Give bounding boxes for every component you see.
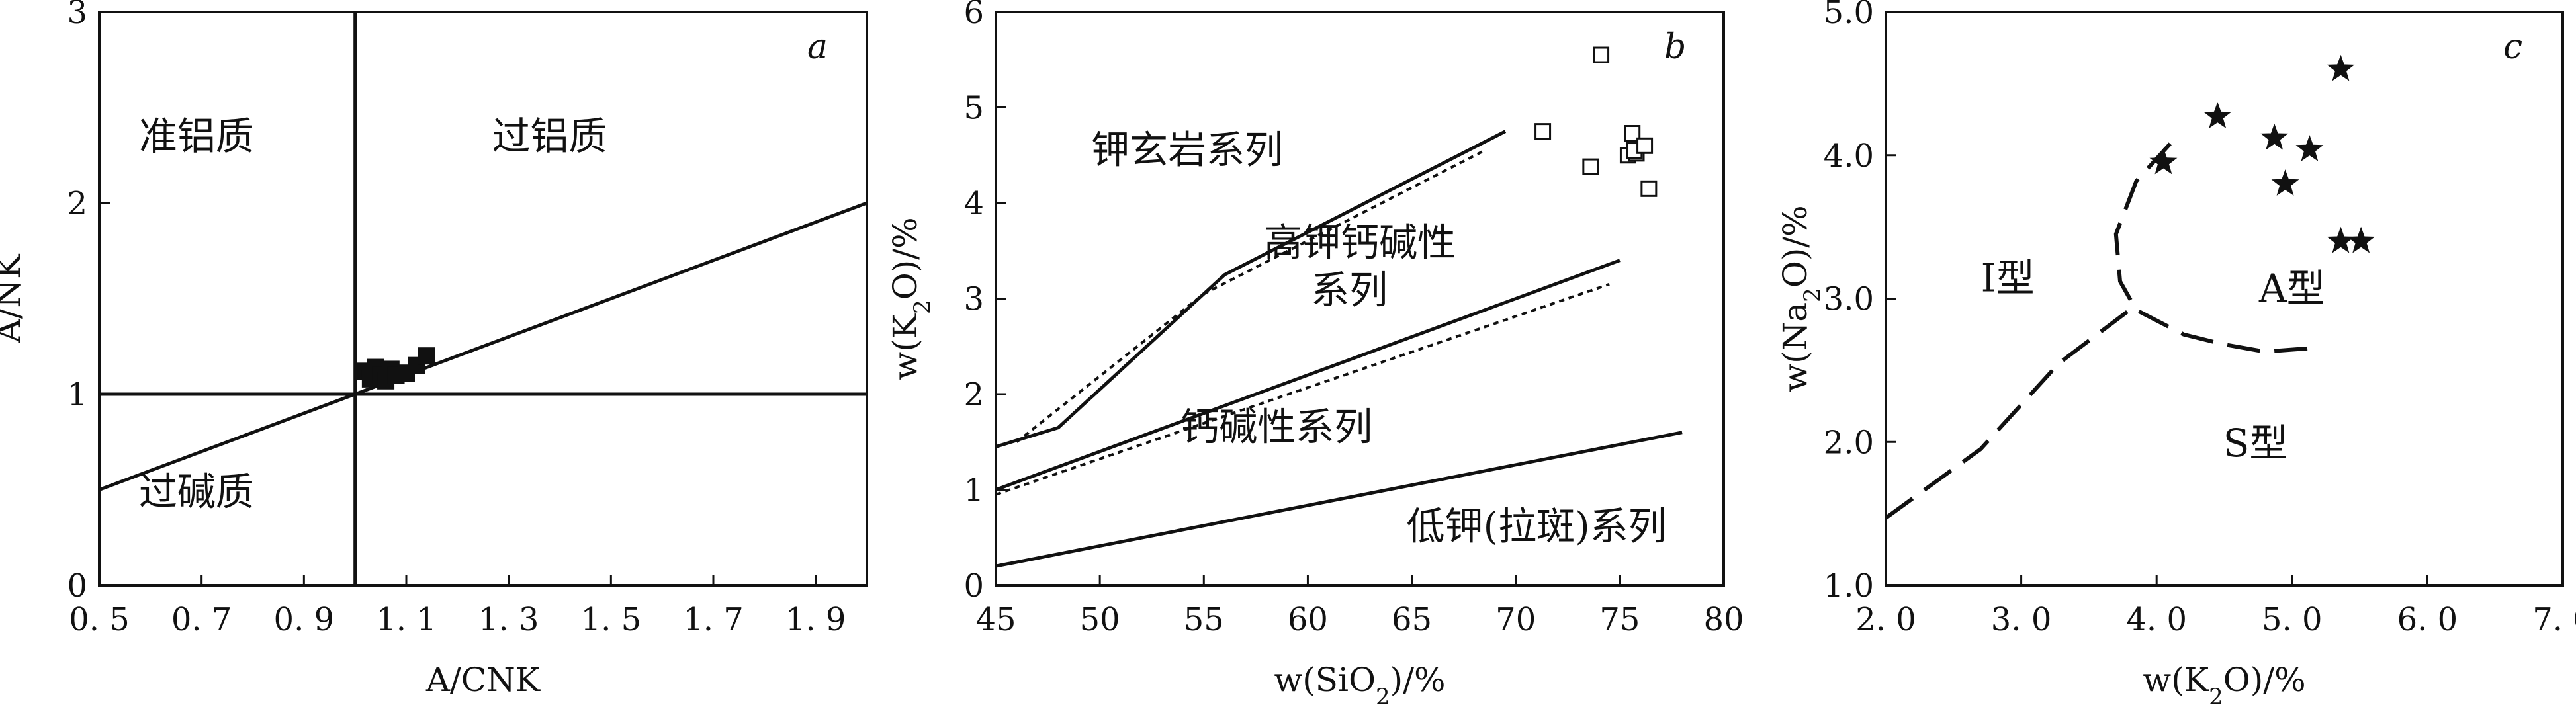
x-tick-label: 1. 7 xyxy=(683,601,744,638)
boundary-line-diagonal xyxy=(99,201,867,491)
y-axis-title: w(K2O)/% xyxy=(886,217,936,380)
data-point-open-square xyxy=(1582,158,1599,175)
x-tick-label: 1. 9 xyxy=(785,601,846,638)
panel-c: 2. 0 3. 0 4. 0 5. 0 6. 0 7. 0 1.0 2.0 3.0 4.0 5.0 w… xyxy=(1776,0,2576,707)
x-tick-label: 45 xyxy=(975,601,1016,638)
x-tick-label: 1. 5 xyxy=(581,601,642,638)
data-point-star xyxy=(2260,123,2289,150)
region-label: 高钾钙碱性 xyxy=(1264,220,1456,265)
y-tick-label: 5 xyxy=(963,90,984,127)
x-tick-label: 2. 0 xyxy=(1855,601,1916,638)
region-label: 钾玄岩系列 xyxy=(1091,127,1283,172)
x-tick-label: 0. 5 xyxy=(69,601,130,638)
y-tick-label: 0 xyxy=(963,567,984,604)
data-point-open-square xyxy=(1593,46,1610,63)
data-point-open-square xyxy=(1636,137,1654,154)
panel-b: 45 50 55 60 65 70 75 800123456w(SiO2)/%w(K2O)/%… xyxy=(886,0,1744,707)
plot-area xyxy=(996,46,1683,568)
y-axis-title: A/NK xyxy=(0,253,28,344)
x-tick-label: 80 xyxy=(1703,601,1744,638)
y-tick-label: 1 xyxy=(67,376,87,413)
region-label: 系列 xyxy=(1311,268,1388,313)
x-axis-title: w(K2O)/% xyxy=(2143,661,2305,707)
x-tick-label: 1. 1 xyxy=(376,601,437,638)
y-tick-label: 3 xyxy=(963,281,984,318)
panel-letter: b xyxy=(1664,27,1686,67)
data-point-star xyxy=(2295,135,2324,161)
y-tick-label: 1.0 xyxy=(1824,567,1874,604)
boundary-dashed-I-S boundary xyxy=(1886,308,2131,520)
region-label: 低钾(拉斑)系列 xyxy=(1407,504,1667,549)
data-point-star xyxy=(2327,226,2355,253)
y-tick-label: 0 xyxy=(67,567,87,604)
x-tick-label: 50 xyxy=(1080,601,1120,638)
x-tick-label: 1. 3 xyxy=(478,601,539,638)
y-tick-label: 6 xyxy=(963,0,984,31)
data-point-filled-square xyxy=(418,347,435,365)
region-label: 钙碱性系列 xyxy=(1180,404,1372,449)
x-tick-label: 0. 7 xyxy=(171,601,232,638)
series-dotted-high-k-alt xyxy=(996,282,1610,496)
region-label: 过碱质 xyxy=(139,470,254,515)
panel-letter: c xyxy=(2503,27,2522,67)
x-tick-label: 65 xyxy=(1392,601,1432,638)
y-tick-label: 4 xyxy=(963,185,984,222)
y-axis-title: w(Na2O)/% xyxy=(1776,205,1826,392)
y-tick-label: 5.0 xyxy=(1824,0,1874,31)
x-tick-label: 55 xyxy=(1184,601,1224,638)
data-point-star xyxy=(2327,54,2355,81)
y-tick-label: 3 xyxy=(67,0,87,31)
data-point-star xyxy=(2203,102,2232,128)
data-point-open-square xyxy=(1534,123,1552,140)
panel-letter: a xyxy=(807,27,828,67)
plot-frame xyxy=(98,11,868,587)
y-tick-label: 2 xyxy=(67,185,87,222)
series-line-high-k-boundary xyxy=(996,259,1621,491)
y-tick-label: 2.0 xyxy=(1824,424,1874,461)
y-tick-label: 4.0 xyxy=(1824,138,1874,175)
region-label: I型 xyxy=(1981,256,2035,301)
x-tick-label: 0. 9 xyxy=(274,601,335,638)
series-line-shoshonite-boundary xyxy=(996,130,1507,448)
x-tick-label: 70 xyxy=(1495,601,1536,638)
series-line-low-k-boundary xyxy=(996,431,1683,568)
region-label: 过铝质 xyxy=(492,114,607,159)
x-tick-label: 6. 0 xyxy=(2397,601,2458,638)
panel-a: 0. 5 0. 7 0. 9 1. 1 1. 3 1. 5 1. 7 1. 9 0 1 2 3 A/CN… xyxy=(0,0,868,699)
y-tick-label: 1 xyxy=(963,472,984,509)
series-dotted-shoshonite-alt xyxy=(1016,149,1486,443)
plot-area xyxy=(1886,54,2376,520)
region-label: 准铝质 xyxy=(139,114,254,159)
x-tick-label: 60 xyxy=(1288,601,1328,638)
x-tick-label: 3. 0 xyxy=(1991,601,2052,638)
data-point-star xyxy=(2347,226,2376,253)
x-axis-title: w(SiO2)/% xyxy=(1274,661,1445,707)
region-label: S型 xyxy=(2223,421,2288,466)
boundary-dashed-A-type boundary xyxy=(2113,142,2323,354)
y-tick-label: 2 xyxy=(963,376,984,413)
data-point-star xyxy=(2149,147,2178,175)
x-tick-label: 4. 0 xyxy=(2126,601,2187,638)
x-tick-label: 5. 0 xyxy=(2262,601,2323,638)
x-tick-label: 7. 0 xyxy=(2532,601,2576,638)
x-tick-label: 75 xyxy=(1599,601,1640,638)
plot-area xyxy=(99,12,867,585)
data-point-open-square xyxy=(1640,180,1658,197)
y-tick-label: 3.0 xyxy=(1824,281,1874,318)
data-point-star xyxy=(2271,169,2299,196)
region-label: A型 xyxy=(2258,266,2325,311)
x-axis-title: A/CNK xyxy=(425,661,541,699)
data-point-open-square xyxy=(1624,125,1641,142)
